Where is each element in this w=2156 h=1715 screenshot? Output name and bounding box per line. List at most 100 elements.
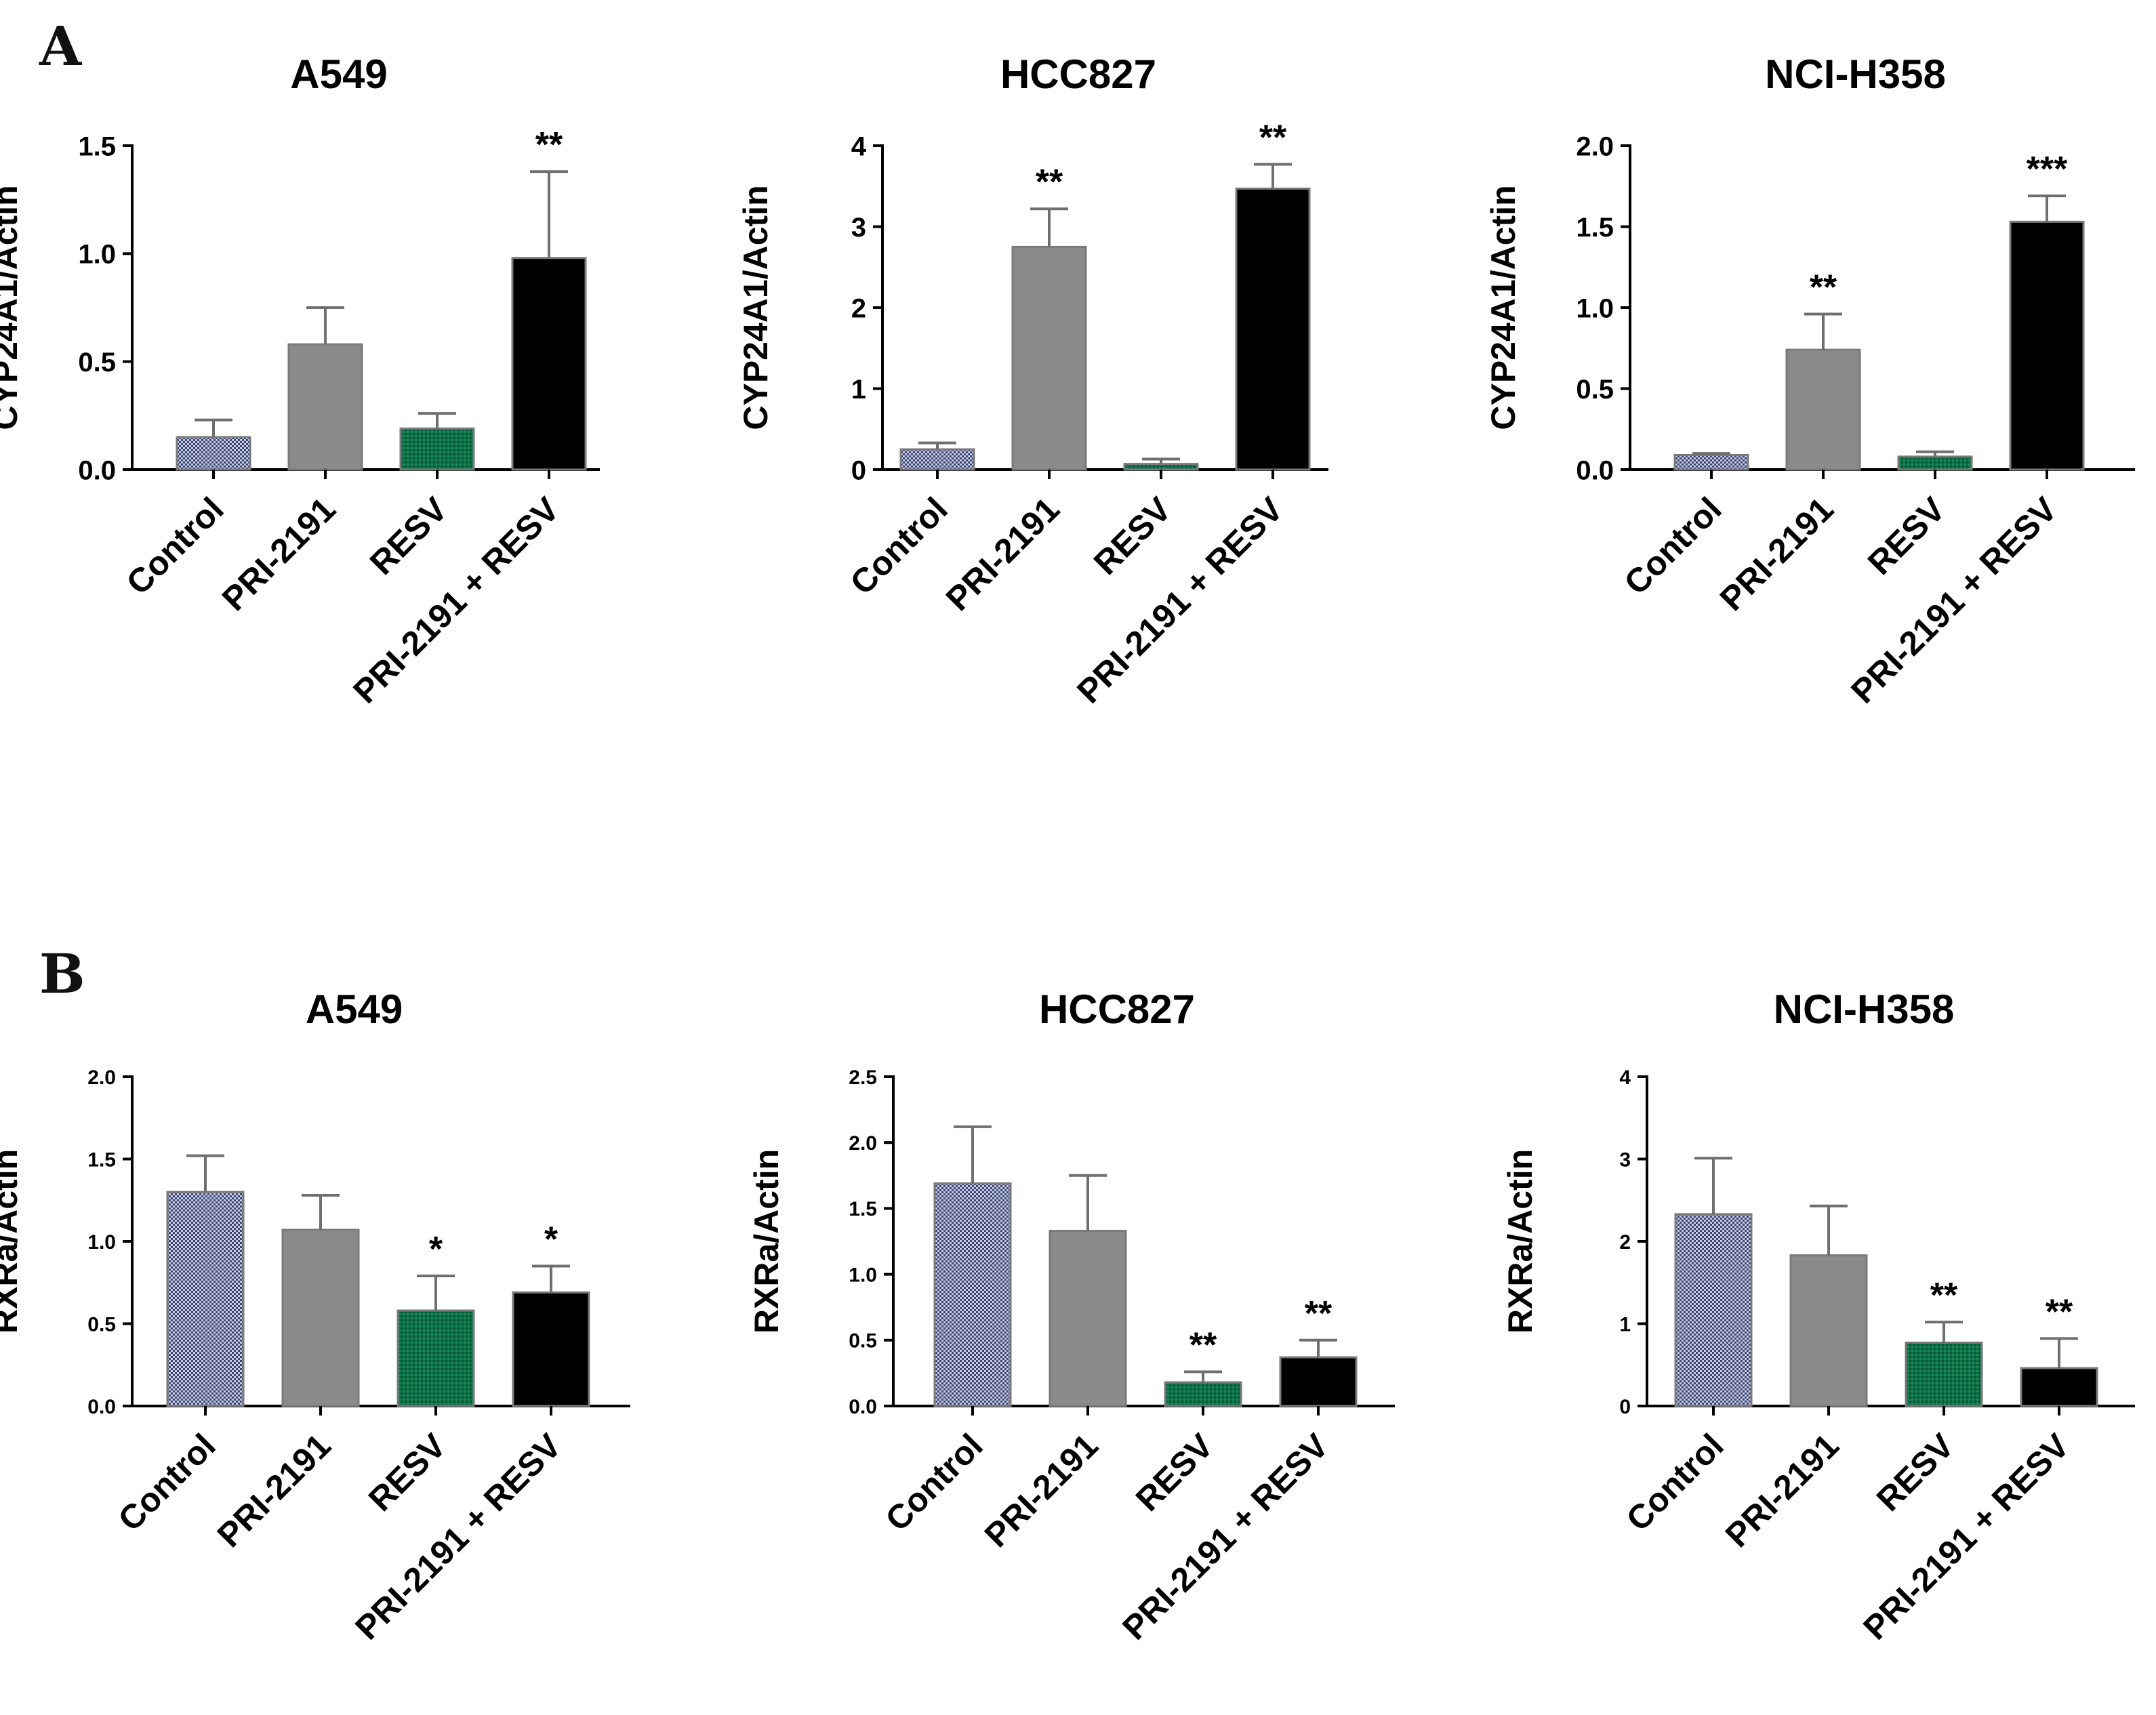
chart-title: NCI-H358: [1765, 51, 1946, 97]
y-axis-label: RXRa/Actin: [748, 1149, 786, 1334]
chart-a-a549: A549 CYP24A1/Actin 0.0 0.5 1.0 1.5 ControlPRI-…: [0, 51, 600, 711]
bar-pri-2191-resv: [2020, 1367, 2098, 1407]
y-tick-label: 0: [851, 455, 866, 485]
category-label-control: Control: [111, 1426, 223, 1538]
bar-pri-2191-resv: [512, 1291, 590, 1407]
y-tick-label: 1.0: [849, 1264, 877, 1286]
bar-pri-2191: [287, 343, 363, 471]
significance-pri-2191-resv: **: [2046, 1292, 2073, 1331]
chart-title: HCC827: [1039, 987, 1195, 1032]
category-label-control: Control: [1619, 1426, 1731, 1538]
y-tick-label: 0.5: [1576, 375, 1614, 405]
significance-resv: *: [429, 1230, 443, 1269]
bar-control: [933, 1182, 1012, 1407]
category-label-resv: RESV: [1128, 1426, 1221, 1518]
bar-pri-2191-resv: [1235, 187, 1311, 471]
category-label-pri-2191: PRI-2191: [210, 1426, 338, 1554]
y-tick-label: 1.5: [78, 131, 116, 161]
bar-pri-2191: [1011, 245, 1087, 471]
y-tick-label: 2.0: [849, 1132, 877, 1155]
category-label-control: Control: [119, 490, 231, 602]
charts-container: A549CYP24A1/Actin0.00.51.01.5ControlPRI-…: [0, 51, 2135, 1647]
bar-control: [1674, 1213, 1753, 1407]
bar-resv: [1897, 455, 1973, 471]
y-tick-label: 2: [1619, 1231, 1631, 1254]
bar-resv: [396, 1309, 475, 1407]
y-axis-label: CYP24A1/Actin: [0, 185, 24, 430]
significance-pri-2191-resv: *: [544, 1220, 558, 1259]
category-label-pri-2191-resv: PRI-2191 + RESV: [348, 1426, 569, 1647]
y-tick-label: 1: [1619, 1313, 1631, 1336]
y-tick-label: 3: [1619, 1149, 1631, 1171]
y-tick-label: 0.0: [1576, 455, 1614, 485]
y-tick-label: 1: [851, 375, 866, 405]
y-axis-label: CYP24A1/Actin: [1484, 185, 1522, 430]
bar-control: [176, 436, 251, 471]
bar-pri-2191-resv: [511, 257, 587, 471]
y-tick-label: 4: [1619, 1067, 1631, 1089]
significance-pri-2191-resv: **: [1259, 118, 1287, 157]
significance-pri-2191-resv: ***: [2027, 150, 2068, 189]
category-label-pri-2191-resv: PRI-2191 + RESV: [1115, 1426, 1336, 1647]
chart-title: NCI-H358: [1774, 987, 1955, 1032]
y-tick-label: 0.0: [87, 1396, 116, 1418]
chart-title: A549: [306, 987, 403, 1032]
significance-pri-2191: **: [1810, 268, 1837, 308]
chart-b-a549: A549RXRa/Actin0.00.51.01.52.0ControlPRI-…: [0, 987, 630, 1647]
bar-pri-2191-resv: [2009, 220, 2085, 471]
significance-pri-2191: **: [1036, 163, 1063, 202]
y-tick-label: 2.5: [849, 1067, 877, 1089]
category-label-control: Control: [843, 490, 955, 602]
y-tick-label: 0: [1619, 1396, 1631, 1418]
y-axis-label: RXRa/Actin: [1501, 1149, 1539, 1334]
category-label-pri-2191: PRI-2191: [1713, 490, 1841, 618]
bar-pri-2191-resv: [1279, 1356, 1358, 1407]
y-tick-label: 0.5: [78, 348, 116, 377]
bar-pri-2191: [1049, 1229, 1127, 1407]
y-tick-label: 0.0: [78, 455, 116, 485]
bar-pri-2191: [1785, 348, 1861, 471]
category-label-resv: RESV: [1860, 490, 1953, 582]
category-label-pri-2191-resv: PRI-2191 + RESV: [1070, 490, 1290, 711]
y-tick-label: 1.0: [1576, 293, 1614, 323]
bar-pri-2191: [281, 1228, 360, 1407]
bar-resv: [399, 427, 475, 471]
category-label-resv: RESV: [363, 490, 455, 582]
chart-a-nci-h358: NCI-H358 CYP24A1/Actin 0.0 0.5 1.0 1.5 2.0 Cont…: [1484, 51, 2135, 711]
bar-control: [1673, 453, 1749, 471]
y-tick-label: 2.0: [1576, 131, 1614, 161]
y-axis-label: CYP24A1/Actin: [737, 185, 775, 430]
y-tick-label: 1.5: [87, 1149, 116, 1171]
category-label-pri-2191: PRI-2191: [939, 490, 1067, 618]
y-tick-label: 2: [851, 293, 866, 323]
bar-resv: [1123, 463, 1199, 471]
chart-title: A549: [290, 51, 387, 97]
category-label-resv: RESV: [361, 1426, 453, 1518]
y-tick-label: 2.0: [87, 1067, 116, 1089]
chart-a-hcc827: HCC827 CYP24A1/Actin 0 1 2 3 4 Control ** PRI-219…: [737, 51, 1328, 711]
category-label-pri-2191: PRI-2191: [977, 1426, 1105, 1554]
bar-resv: [1164, 1381, 1242, 1407]
category-label-pri-2191: PRI-2191: [215, 490, 343, 618]
y-tick-label: 0.0: [849, 1396, 877, 1418]
significance-resv: **: [1930, 1276, 1958, 1315]
significance-pri-2191-resv: **: [535, 125, 563, 165]
bar-control: [899, 448, 975, 471]
panel-letter-a: A: [39, 14, 82, 78]
category-label-resv: RESV: [1869, 1426, 1961, 1518]
chart-title: HCC827: [1000, 51, 1156, 97]
y-tick-label: 1.5: [1576, 213, 1614, 243]
y-axis-label: RXRa/Actin: [0, 1149, 24, 1334]
bar-pri-2191: [1789, 1254, 1868, 1407]
y-tick-label: 1.0: [87, 1231, 116, 1254]
y-tick-label: 3: [851, 213, 866, 243]
y-tick-label: 0.5: [849, 1330, 877, 1352]
y-tick-label: 1.0: [78, 240, 116, 270]
y-tick-label: 0.5: [87, 1313, 116, 1336]
bar-control: [166, 1191, 245, 1407]
panel-letter-b: B: [39, 942, 85, 1006]
category-label-control: Control: [878, 1426, 990, 1538]
category-label-pri-2191-resv: PRI-2191 + RESV: [1844, 490, 2065, 711]
